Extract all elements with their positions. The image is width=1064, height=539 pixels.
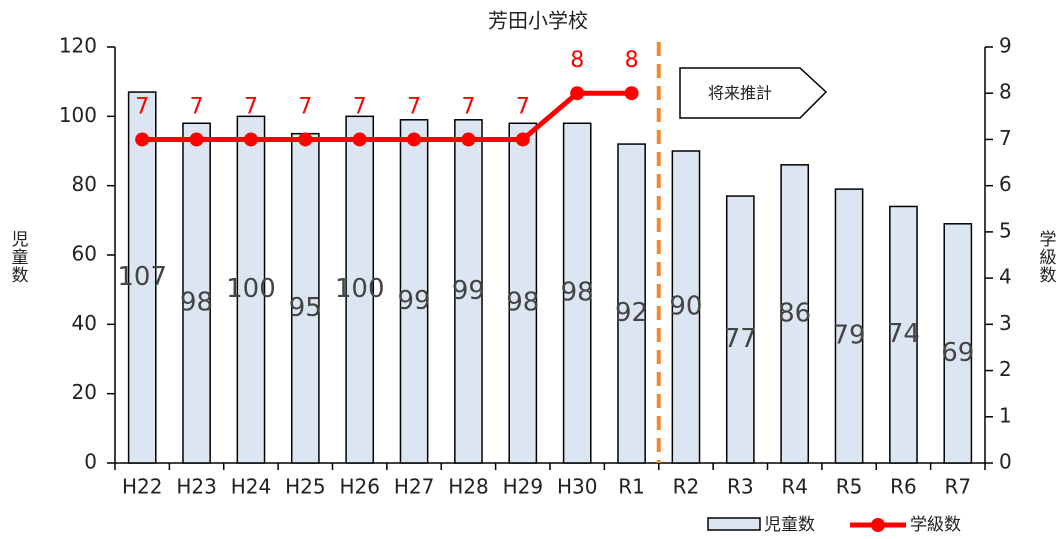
line-marker bbox=[515, 132, 530, 147]
y-tick-label: 120 bbox=[59, 34, 97, 58]
line-value-label: 7 bbox=[190, 94, 204, 119]
bar bbox=[725, 195, 755, 464]
bar-value-label: 107 bbox=[117, 262, 167, 292]
line-value-label: 7 bbox=[135, 94, 149, 119]
bar-value-label: 98 bbox=[506, 288, 539, 318]
line-value-label: 8 bbox=[625, 48, 639, 73]
line-value-label: 7 bbox=[407, 94, 421, 119]
bar bbox=[617, 143, 646, 464]
bar-value-label: 79 bbox=[833, 321, 866, 351]
line-marker bbox=[298, 132, 313, 147]
y-tick-label: 80 bbox=[72, 172, 97, 196]
x-tick-label: H30 bbox=[557, 475, 598, 499]
line-value-label: 7 bbox=[244, 94, 258, 119]
x-tick-label: H28 bbox=[448, 475, 489, 499]
y2-tick-label: 4 bbox=[999, 265, 1012, 289]
x-tick-label: H23 bbox=[176, 475, 217, 499]
x-tick-label: R6 bbox=[890, 475, 917, 499]
line-marker bbox=[243, 132, 258, 147]
y2-tick-label: 8 bbox=[999, 80, 1012, 104]
line-value-label: 7 bbox=[353, 94, 367, 119]
bar bbox=[290, 132, 320, 464]
y2-tick-label: 6 bbox=[999, 172, 1012, 196]
bar-value-label: 92 bbox=[615, 298, 648, 328]
y-tick-label: 60 bbox=[72, 242, 97, 266]
bar bbox=[399, 119, 429, 464]
x-tick-label: R1 bbox=[618, 475, 645, 499]
bar-value-label: 100 bbox=[226, 274, 276, 304]
y2-tick-label: 9 bbox=[999, 34, 1012, 58]
bar bbox=[236, 115, 266, 464]
x-tick-label: H24 bbox=[231, 475, 272, 499]
line-value-label: 7 bbox=[298, 94, 312, 119]
x-tick-label: H26 bbox=[339, 475, 380, 499]
bar bbox=[834, 188, 864, 464]
chart-title: 芳田小学校 bbox=[488, 9, 588, 33]
annotation: 将来推計 bbox=[708, 84, 772, 103]
bar-value-label: 98 bbox=[180, 288, 213, 318]
line-marker bbox=[407, 132, 422, 147]
line-marker bbox=[189, 132, 204, 147]
y2-tick-label: 5 bbox=[999, 218, 1012, 242]
bar bbox=[780, 164, 810, 464]
bar-value-label: 98 bbox=[561, 278, 594, 308]
legend-label: 学級数 bbox=[910, 515, 961, 535]
y2-tick-label: 0 bbox=[999, 450, 1012, 474]
y2-tick-label: 1 bbox=[999, 403, 1012, 427]
y-tick-label: 40 bbox=[72, 311, 97, 335]
line-marker bbox=[352, 132, 367, 147]
bar bbox=[671, 150, 701, 464]
y2-tick-label: 2 bbox=[999, 357, 1012, 381]
y-tick-label: 20 bbox=[72, 380, 97, 404]
x-tick-label: R7 bbox=[945, 475, 972, 499]
bar-value-label: 99 bbox=[398, 286, 431, 316]
y-tick-label: 100 bbox=[59, 103, 97, 127]
bar bbox=[508, 122, 538, 464]
line-value-label: 8 bbox=[570, 48, 584, 73]
x-tick-label: H22 bbox=[122, 475, 163, 499]
x-tick-label: R4 bbox=[781, 475, 808, 499]
bar-value-label: 69 bbox=[941, 338, 974, 368]
line-marker bbox=[570, 86, 585, 101]
legend-swatch bbox=[707, 517, 761, 531]
bar bbox=[889, 205, 918, 464]
line-value-label: 7 bbox=[461, 94, 475, 119]
line-marker bbox=[624, 86, 639, 101]
bar-value-label: 86 bbox=[778, 298, 811, 328]
bar bbox=[454, 119, 483, 464]
x-tick-label: H27 bbox=[394, 475, 435, 499]
bar-value-label: 100 bbox=[335, 274, 385, 304]
line-value-label: 7 bbox=[516, 94, 530, 119]
annotation-box bbox=[679, 67, 828, 119]
x-tick-label: H29 bbox=[503, 475, 544, 499]
line bbox=[142, 90, 632, 142]
bar-value-label: 74 bbox=[887, 319, 920, 349]
y-axis-title: 児童数 bbox=[12, 230, 29, 286]
line-marker bbox=[135, 132, 150, 147]
bar bbox=[562, 122, 592, 464]
legend-marker bbox=[871, 518, 885, 532]
x-tick-label: H25 bbox=[285, 475, 326, 499]
x-tick-label: R3 bbox=[727, 475, 754, 499]
legend-label: 児童数 bbox=[764, 515, 815, 535]
y-tick-label: 0 bbox=[84, 450, 97, 474]
bar-value-label: 77 bbox=[724, 324, 757, 354]
line-marker bbox=[461, 132, 476, 147]
bar-value-label: 99 bbox=[452, 276, 485, 306]
bar bbox=[127, 91, 157, 464]
bar bbox=[943, 223, 973, 464]
y2-axis-title: 学級数 bbox=[1040, 230, 1057, 286]
y2-tick-label: 3 bbox=[999, 311, 1012, 335]
bar-value-label: 90 bbox=[669, 292, 702, 322]
y2-tick-label: 7 bbox=[999, 126, 1012, 150]
bar bbox=[345, 115, 375, 464]
x-tick-label: R2 bbox=[673, 475, 700, 499]
bar bbox=[182, 122, 211, 464]
x-tick-label: R5 bbox=[836, 475, 863, 499]
bar-value-label: 95 bbox=[289, 293, 322, 323]
